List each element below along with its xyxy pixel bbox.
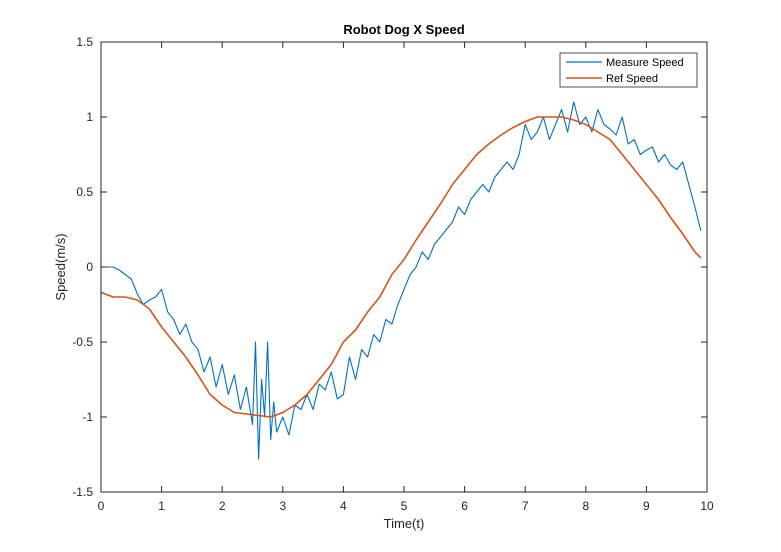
series-line-measure-speed <box>101 101 702 460</box>
series-layer <box>100 101 702 460</box>
legend: Measure Speed Ref Speed <box>559 52 698 88</box>
y-tick-label: 0 <box>86 260 93 274</box>
x-tick-label: 1 <box>158 499 165 513</box>
y-tick-label: 0.5 <box>76 185 93 199</box>
series-line-ref-speed <box>100 116 702 418</box>
x-tick-label: 4 <box>340 499 347 513</box>
x-tick-label: 0 <box>98 499 105 513</box>
y-axis-label: Speed(m/s) <box>53 233 68 300</box>
x-tick-label: 8 <box>582 499 589 513</box>
plot-background <box>101 42 707 492</box>
y-tick-label: -1 <box>82 410 93 424</box>
chart-title: Robot Dog X Speed <box>343 22 464 37</box>
x-tick-label: 3 <box>279 499 286 513</box>
x-tick-label: 9 <box>643 499 650 513</box>
y-tick-label: -0.5 <box>72 335 93 349</box>
legend-label-measure-speed: Measure Speed <box>606 57 684 69</box>
y-tick-label: 1 <box>86 110 93 124</box>
x-tick-label: 2 <box>219 499 226 513</box>
x-tick-label: 10 <box>700 499 714 513</box>
legend-label-ref-speed: Ref Speed <box>606 73 658 85</box>
x-axis-label: Time(t) <box>384 516 425 531</box>
x-tick-label: 7 <box>522 499 529 513</box>
x-tick-label: 5 <box>401 499 408 513</box>
x-tick-label: 6 <box>461 499 468 513</box>
legend-box <box>559 52 698 88</box>
y-tick-label: -1.5 <box>72 485 93 499</box>
y-tick-label: 1.5 <box>76 35 93 49</box>
tick-layer: 0 1 2 3 4 5 6 7 8 9 10 -1.5 -1 -0.5 0 0.5 1 1.5 <box>72 35 714 513</box>
